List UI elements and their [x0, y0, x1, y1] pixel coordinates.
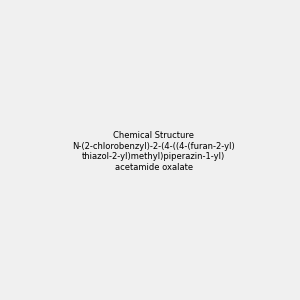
Text: Chemical Structure
N-(2-chlorobenzyl)-2-(4-((4-(furan-2-yl)
thiazol-2-yl)methyl): Chemical Structure N-(2-chlorobenzyl)-2-… — [72, 131, 235, 172]
